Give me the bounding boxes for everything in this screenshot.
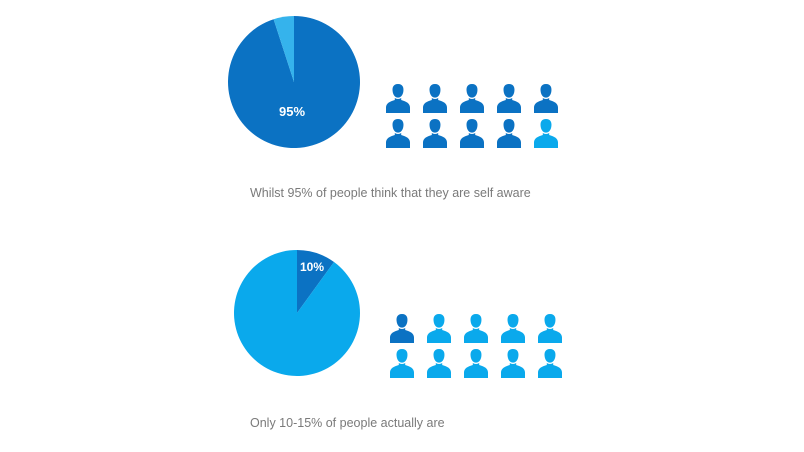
person-icon <box>497 84 521 113</box>
person-icon <box>423 119 447 148</box>
person-icon <box>534 84 558 113</box>
person-icon <box>386 84 410 113</box>
pie-slice-0 <box>297 250 335 313</box>
pie-slice-1 <box>233 250 360 376</box>
person-icon <box>390 349 414 378</box>
chart-caption: Only 10-15% of people actually are <box>250 416 445 430</box>
chart-caption: Whilst 95% of people think that they are… <box>250 186 531 200</box>
pie-chart <box>227 16 360 148</box>
person-icon <box>538 349 562 378</box>
pie-chart <box>233 250 360 376</box>
person-icon <box>460 119 484 148</box>
people-pictogram <box>384 82 560 149</box>
pie-slice-0 <box>227 16 360 148</box>
person-icon <box>427 349 451 378</box>
person-icon <box>501 349 525 378</box>
pie-slice-1 <box>273 16 294 82</box>
person-icon <box>534 119 558 148</box>
person-icon <box>497 119 521 148</box>
person-icon <box>390 314 414 343</box>
chart-panel-self-perception: 95% Whilst 95% of people think that they… <box>227 16 560 200</box>
people-pictogram <box>388 312 564 379</box>
person-icon <box>464 349 488 378</box>
person-icon <box>386 119 410 148</box>
pie-slice-label: 95% <box>279 104 306 119</box>
person-icon <box>460 84 484 113</box>
person-icon <box>427 314 451 343</box>
person-icon <box>501 314 525 343</box>
pie-slice-label: 10% <box>300 260 325 274</box>
person-icon <box>423 84 447 113</box>
person-icon <box>464 314 488 343</box>
chart-panel-actual: 10% Only 10-15% of people actually are <box>0 226 804 452</box>
person-icon <box>538 314 562 343</box>
